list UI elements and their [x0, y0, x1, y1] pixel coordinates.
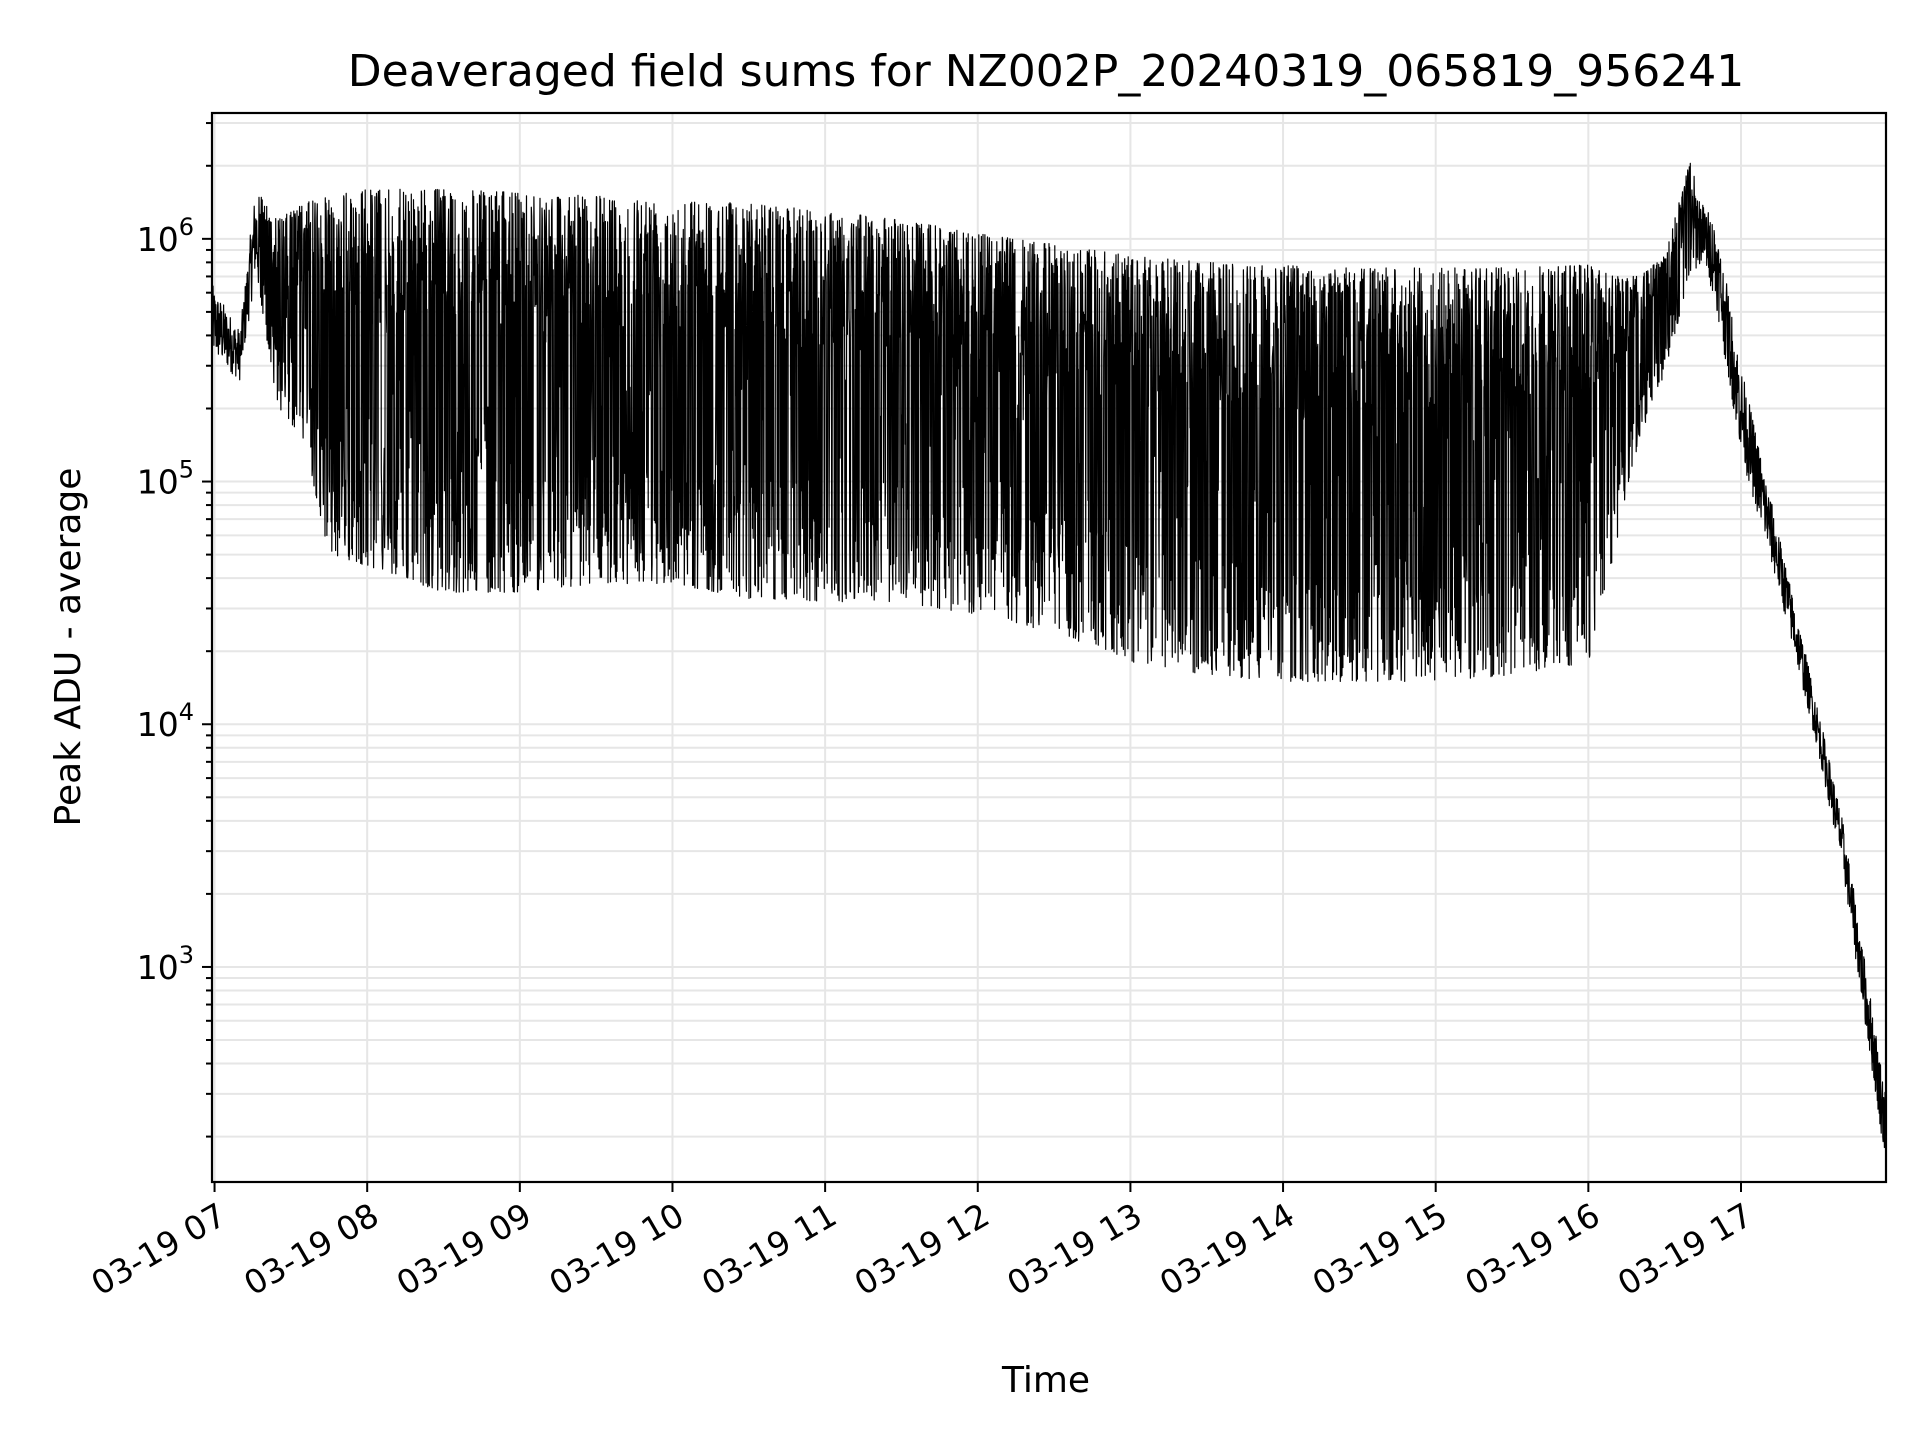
plot-frame: [210, 111, 1888, 1184]
x-tick-label: 03-19 17: [1611, 1195, 1759, 1303]
x-tick-label: 03-19 14: [1153, 1195, 1301, 1303]
y-axis-label: Peak ADU - average: [48, 468, 89, 827]
x-tick-label: 03-19 07: [85, 1195, 233, 1303]
series-line: [211, 162, 1887, 1149]
x-tick-label: 03-19 09: [390, 1195, 538, 1303]
series-polyline: [211, 162, 1887, 1149]
chart-title: Deaveraged field sums for NZ002P_2024031…: [348, 46, 1744, 97]
x-axis-label: Time: [1001, 1360, 1090, 1401]
x-tick-label: 03-19 16: [1458, 1195, 1606, 1303]
x-axis: 03-19 07 03-19 08 03-19 09 03-19 10 03-19 11…: [85, 1182, 1759, 1303]
y-axis: 103 104 105 106: [137, 122, 212, 1138]
x-tick-label: 03-19 13: [1000, 1195, 1148, 1303]
y-tick-label: 106: [137, 213, 194, 259]
y-tick-label: 103: [137, 941, 194, 987]
x-tick-label: 03-19 12: [848, 1195, 996, 1303]
y-tick-label: 105: [137, 456, 194, 502]
y-tick-label: 104: [137, 698, 194, 744]
x-tick-label: 03-19 15: [1306, 1195, 1454, 1303]
x-tick-label: 03-19 08: [237, 1195, 385, 1303]
x-tick-label: 03-19 11: [695, 1195, 843, 1303]
x-tick-label: 03-19 10: [542, 1195, 690, 1303]
